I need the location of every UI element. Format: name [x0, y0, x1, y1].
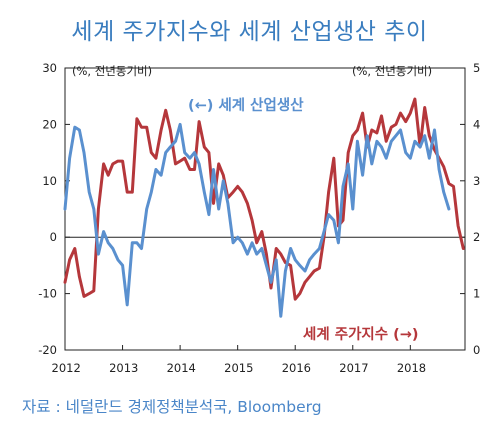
left-tick-label: -20	[38, 343, 57, 357]
series-label-stock: 세계 주가지수 (→)	[303, 326, 419, 343]
x-tick-label: 2013	[109, 361, 138, 375]
left-tick-label: 10	[42, 174, 57, 188]
series-lines	[63, 97, 465, 318]
x-tick-label: 2017	[339, 361, 368, 375]
left-tick-label: 0	[50, 230, 57, 244]
x-tick-label: 2018	[397, 361, 426, 375]
series-label-production: (←) 세계 산업생산	[188, 97, 304, 114]
right-tick-label: 2	[473, 230, 480, 244]
x-tick-label: 2014	[167, 361, 196, 375]
left-axis-unit: (%, 전년동기비)	[72, 64, 152, 78]
left-tick-label: 20	[42, 117, 57, 131]
right-tick-label: 3	[473, 174, 480, 188]
x-tick-label: 2012	[52, 361, 81, 375]
chart-title: 세계 주가지수와 세계 산업생산 추이	[71, 19, 428, 45]
series-line-production	[63, 122, 451, 318]
left-tick-label: 30	[42, 61, 57, 75]
right-tick-label: 0	[473, 343, 480, 357]
source-note: 자료 : 네덜란드 경제정책분석국, Bloomberg	[22, 398, 322, 416]
x-tick-label: 2016	[282, 361, 311, 375]
x-tick-label: 2015	[224, 361, 253, 375]
left-tick-label: -10	[38, 287, 57, 301]
right-axis-unit: (%, 전년동기비)	[352, 64, 432, 78]
right-tick-label: 4	[473, 117, 480, 131]
right-tick-label: 1	[473, 287, 480, 301]
series-line-stock	[63, 97, 465, 301]
right-tick-label: 5	[473, 61, 480, 75]
